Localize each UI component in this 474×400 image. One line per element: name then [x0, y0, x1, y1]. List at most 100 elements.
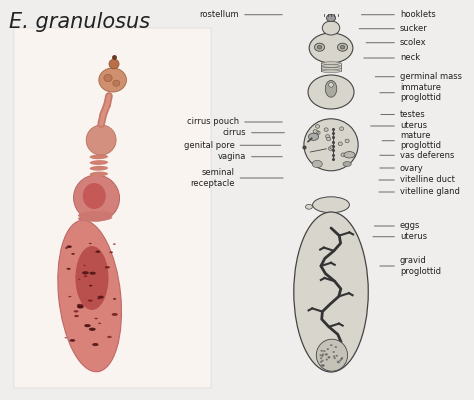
Ellipse shape — [341, 153, 345, 156]
Ellipse shape — [312, 160, 322, 168]
Ellipse shape — [321, 70, 341, 73]
Ellipse shape — [90, 272, 96, 275]
Ellipse shape — [73, 175, 119, 221]
Ellipse shape — [73, 310, 79, 312]
Ellipse shape — [320, 357, 322, 359]
Ellipse shape — [339, 127, 344, 130]
Ellipse shape — [65, 247, 68, 249]
Ellipse shape — [322, 364, 325, 366]
Ellipse shape — [309, 133, 319, 140]
Ellipse shape — [316, 339, 347, 371]
Ellipse shape — [77, 304, 83, 307]
Ellipse shape — [74, 315, 79, 317]
Ellipse shape — [308, 75, 354, 109]
Ellipse shape — [313, 130, 317, 133]
Ellipse shape — [328, 356, 330, 358]
Ellipse shape — [327, 348, 329, 350]
Text: vitelline gland: vitelline gland — [379, 188, 460, 196]
Text: mature
proglottid: mature proglottid — [382, 131, 441, 150]
Ellipse shape — [319, 354, 322, 356]
Ellipse shape — [89, 328, 96, 331]
Ellipse shape — [90, 154, 108, 159]
Ellipse shape — [95, 250, 100, 253]
Ellipse shape — [92, 343, 99, 346]
Ellipse shape — [316, 125, 319, 128]
Text: eggs: eggs — [374, 222, 420, 230]
Ellipse shape — [82, 271, 89, 274]
Ellipse shape — [109, 59, 119, 69]
Ellipse shape — [321, 355, 324, 357]
Ellipse shape — [304, 119, 358, 171]
Text: neck: neck — [364, 54, 420, 62]
Ellipse shape — [320, 350, 323, 352]
Ellipse shape — [90, 166, 108, 171]
Ellipse shape — [333, 356, 335, 358]
Ellipse shape — [313, 136, 317, 139]
Ellipse shape — [68, 296, 72, 297]
Ellipse shape — [345, 139, 349, 143]
Text: vitelline duct: vitelline duct — [379, 176, 455, 184]
Text: E. granulosus: E. granulosus — [9, 12, 150, 32]
Text: uterus: uterus — [371, 122, 427, 130]
Text: cirrus: cirrus — [222, 128, 284, 137]
Ellipse shape — [324, 128, 328, 132]
Ellipse shape — [90, 172, 108, 176]
Ellipse shape — [321, 67, 341, 70]
Text: seminal
receptacle: seminal receptacle — [190, 168, 283, 188]
Ellipse shape — [88, 299, 93, 302]
Ellipse shape — [321, 360, 324, 362]
Ellipse shape — [107, 336, 112, 338]
Text: germinal mass: germinal mass — [375, 72, 462, 81]
Ellipse shape — [70, 339, 75, 342]
Ellipse shape — [113, 80, 120, 86]
Text: scolex: scolex — [366, 38, 427, 47]
Ellipse shape — [309, 33, 353, 63]
Ellipse shape — [109, 251, 113, 253]
Text: vas deferens: vas deferens — [380, 151, 455, 160]
Ellipse shape — [98, 296, 104, 299]
Ellipse shape — [97, 298, 101, 299]
Ellipse shape — [325, 80, 337, 97]
Ellipse shape — [338, 142, 342, 146]
Ellipse shape — [83, 265, 86, 266]
Ellipse shape — [337, 361, 339, 363]
Ellipse shape — [314, 43, 325, 51]
Text: uterus: uterus — [373, 232, 427, 241]
Ellipse shape — [328, 147, 333, 150]
Ellipse shape — [90, 160, 108, 165]
Ellipse shape — [78, 304, 80, 305]
Ellipse shape — [330, 146, 334, 149]
Ellipse shape — [99, 68, 127, 92]
Ellipse shape — [306, 204, 312, 209]
Ellipse shape — [322, 353, 324, 355]
Ellipse shape — [343, 162, 351, 166]
Ellipse shape — [66, 268, 71, 270]
Ellipse shape — [322, 365, 324, 367]
Ellipse shape — [98, 323, 101, 324]
Ellipse shape — [86, 125, 116, 155]
Text: testes: testes — [381, 110, 426, 119]
Ellipse shape — [341, 357, 343, 359]
Ellipse shape — [340, 358, 343, 360]
Ellipse shape — [71, 253, 75, 255]
Ellipse shape — [344, 152, 355, 158]
Ellipse shape — [83, 183, 106, 209]
Ellipse shape — [84, 324, 91, 327]
Ellipse shape — [325, 354, 327, 356]
Ellipse shape — [336, 355, 338, 357]
Ellipse shape — [294, 212, 368, 372]
Text: rostellum: rostellum — [200, 10, 283, 19]
Ellipse shape — [322, 21, 340, 35]
Ellipse shape — [329, 82, 333, 87]
Ellipse shape — [323, 350, 326, 352]
Ellipse shape — [320, 364, 323, 366]
Text: cirrus pouch: cirrus pouch — [187, 118, 283, 126]
Ellipse shape — [334, 357, 336, 359]
Ellipse shape — [337, 43, 347, 51]
Text: sucker: sucker — [359, 24, 428, 33]
Ellipse shape — [78, 214, 112, 222]
Ellipse shape — [104, 74, 112, 82]
Ellipse shape — [314, 131, 318, 134]
Text: genital pore: genital pore — [183, 141, 281, 150]
Ellipse shape — [78, 211, 112, 218]
